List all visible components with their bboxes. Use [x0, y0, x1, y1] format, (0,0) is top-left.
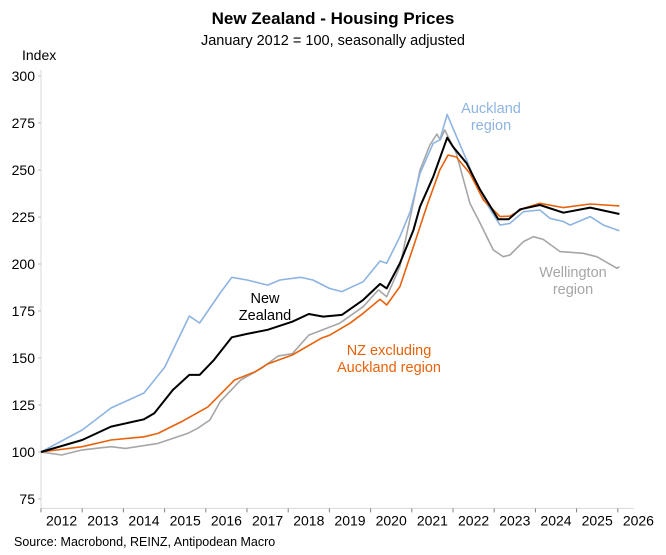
series-annotation-label: Zealand — [239, 308, 291, 324]
x-tick-label: 2019 — [334, 512, 365, 528]
x-tick-label: 2018 — [293, 512, 324, 528]
series-annotation-label: NZ excluding — [347, 343, 432, 359]
x-tick-label: 2016 — [211, 512, 242, 528]
x-tick-label: 2013 — [87, 512, 118, 528]
x-tick-label: 2020 — [376, 512, 407, 528]
series-line-wellington-region — [40, 129, 620, 456]
x-tick-label: 2024 — [540, 512, 571, 528]
series-line-new-zealand — [40, 136, 620, 453]
series-line-nz-excluding-auckland-region — [40, 154, 620, 453]
series-annotation-label: region — [471, 118, 511, 134]
y-tick-label: 100 — [12, 444, 36, 460]
y-tick-label: 150 — [12, 350, 36, 366]
y-tick-label: 225 — [12, 209, 36, 225]
x-tick-label: 2025 — [582, 512, 613, 528]
y-axis-label: Index — [22, 47, 56, 63]
series-line-auckland-region — [40, 113, 620, 453]
x-tick-label: 2023 — [499, 512, 530, 528]
y-tick-label: 75 — [19, 491, 35, 507]
series-annotation-label: Auckland region — [337, 360, 441, 376]
series-annotation-label: region — [553, 282, 593, 298]
y-tick-label: 200 — [12, 256, 36, 272]
x-tick-label: 2026 — [623, 512, 654, 528]
series-annotation-label: New — [250, 291, 280, 307]
x-tick-label: 2017 — [252, 512, 283, 528]
x-tick-label: 2015 — [170, 512, 201, 528]
series-annotation-label: Auckland — [461, 101, 521, 117]
y-tick-label: 300 — [12, 68, 36, 84]
y-tick-label: 125 — [12, 397, 36, 413]
chart-title: New Zealand - Housing Prices — [212, 9, 455, 28]
chart-subtitle: January 2012 = 100, seasonally adjusted — [201, 33, 465, 49]
y-tick-label: 250 — [12, 162, 36, 178]
x-tick-label: 2021 — [417, 512, 448, 528]
y-tick-label: 175 — [12, 303, 36, 319]
series-annotation-label: Wellington — [539, 265, 606, 281]
x-tick-label: 2022 — [458, 512, 489, 528]
x-tick-label: 2014 — [128, 512, 159, 528]
x-tick-label: 2012 — [46, 512, 77, 528]
y-tick-label: 275 — [12, 115, 36, 131]
source-note: Source: Macrobond, REINZ, Antipodean Mac… — [14, 535, 275, 549]
